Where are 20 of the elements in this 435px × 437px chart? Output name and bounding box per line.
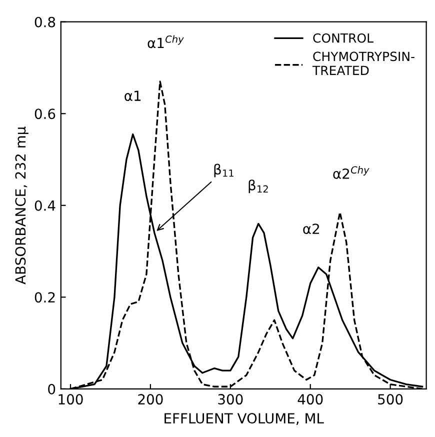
annotation: α1$^{Chy}$ bbox=[148, 35, 184, 48]
annotation: β$_{12}$ bbox=[248, 180, 268, 194]
annotation: α1 bbox=[124, 90, 141, 101]
x-tick-label: 100 bbox=[58, 394, 83, 405]
x-tick-label: 300 bbox=[218, 394, 243, 405]
y-axis-title: ABSORBANCE, 232 mμ bbox=[15, 126, 28, 284]
x-tick-label: 500 bbox=[378, 394, 403, 405]
x-tick-label: 200 bbox=[138, 394, 163, 405]
y-tick-label: 0.8 bbox=[34, 16, 56, 28]
annotation: β$_{11}$ bbox=[214, 164, 234, 178]
legend-label: CHYMOTRYPSIN- TREATED bbox=[312, 52, 414, 75]
y-tick-label: 0 bbox=[48, 384, 56, 394]
y-tick-label: 0.2 bbox=[34, 292, 55, 303]
x-tick-label: 400 bbox=[298, 394, 323, 405]
x-axis-title: EFFLUENT VOLUME, ML bbox=[164, 413, 324, 425]
y-tick-label: 0.4 bbox=[34, 200, 56, 211]
legend-label: CONTROL bbox=[313, 33, 374, 43]
annotation: α2$^{Chy}$ bbox=[333, 166, 370, 179]
annotation: α2 bbox=[303, 224, 320, 234]
y-tick-label: 0.6 bbox=[34, 108, 56, 120]
